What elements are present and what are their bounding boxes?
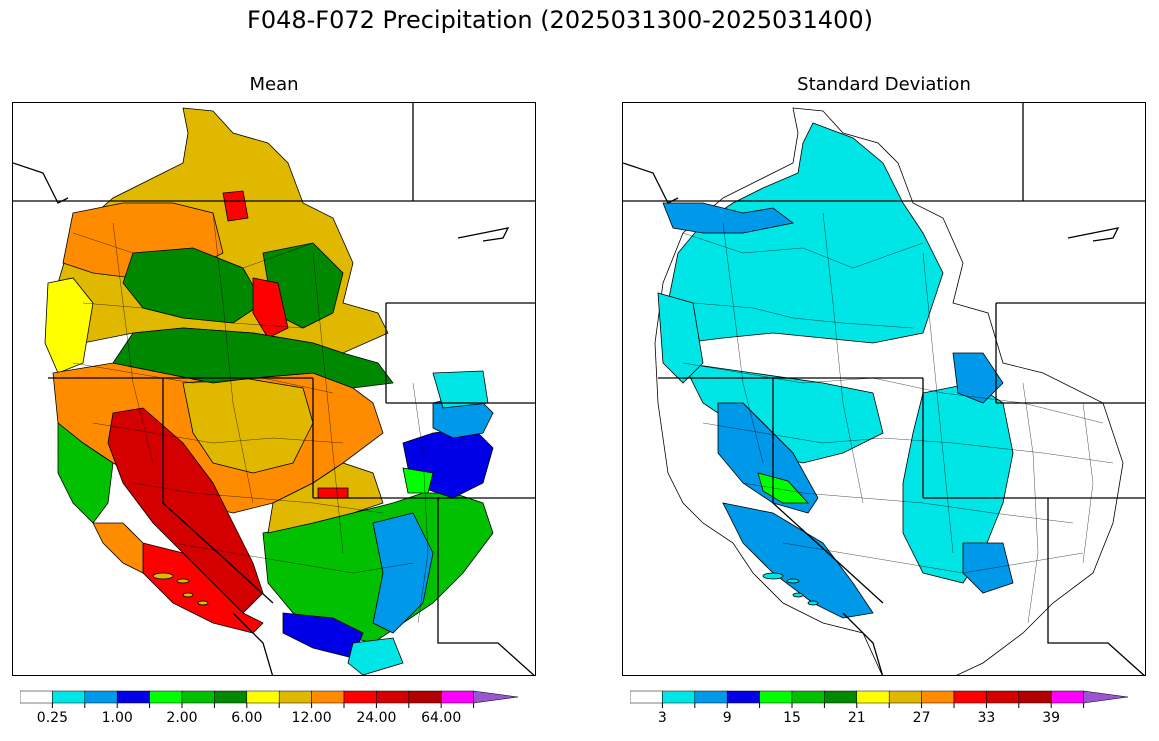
stddev-region-se-lightblue [962,542,1014,594]
stddev-panel-title: Standard Deviation [797,74,971,95]
stddev-boundaries [623,103,1145,675]
mean-colorbar-segment [181,690,215,704]
mean-colorbar-tick-label: 64.00 [421,710,462,726]
mean-region-socal-red [142,542,264,634]
stddev-colorbar-tick-label: 9 [722,710,732,726]
stddev-colorbar-segment [888,690,922,704]
mean-region-red-nw [222,190,249,222]
mean-boundaries [13,103,535,675]
mean-colorbar-segment [473,690,519,704]
mean-region-sierra-red [107,407,264,614]
stddev-colorbar-segment [726,690,760,704]
stddev-colorbar-tick-label: 27 [912,710,931,726]
mean-colorbar-segment [84,690,118,704]
mean-region-green-central [112,327,394,389]
stddev-colorbar-segment [759,690,793,704]
stddev-colorbar-segment [1050,690,1084,704]
mean-region-coast-green [57,422,114,524]
mean-panel-title: Mean [249,74,299,95]
stddev-colorbar-segment [921,690,955,704]
stddev-colorbar-tick-label: 3 [657,710,667,726]
stddev-region-coast-cyan [657,292,704,384]
stddev-region-east-blue [952,352,1004,404]
mean-colorbar-tick-label: 12.00 [291,710,332,726]
mean-region-coast-yellow [44,277,94,374]
mean-colorbar-segment [116,690,150,704]
mean-colorbar-segment [246,690,280,704]
mean-colorbar-tick-label: 6.00 [231,710,263,726]
mean-fill [44,107,494,675]
stddev-colorbar-segment [953,690,987,704]
mean-basin-lines [72,212,429,624]
mean-region-lightblue-se [372,512,434,634]
mean-colorbar-tick-label: 24.00 [356,710,397,726]
mean-region-red-ne [252,277,289,339]
stddev-colorbar-tick-label: 33 [977,710,996,726]
stddev-colorbar: 3 9 15 21 27 33 39 [629,690,1150,735]
mean-colorbar-segment [214,690,248,704]
stddev-colorbar-segment [629,690,663,704]
mean-colorbar-tick-label: 0.25 [36,710,68,726]
stddev-region-sierra-lightblue [717,402,819,514]
stddev-colorbar-segment [856,690,890,704]
stddev-region-socal-blue [722,502,874,619]
stddev-colorbar-segment [986,690,1020,704]
mean-colorbar-tick-label: 2.00 [166,710,198,726]
mean-map [12,102,536,676]
mean-region-red-e [317,487,349,499]
stddev-colorbar-tick-label: 15 [783,710,801,726]
mean-islands [152,572,209,606]
stddev-colorbar-bar [629,690,1129,708]
stddev-region-nw-blue [662,202,794,234]
mean-colorbar-segment [376,690,410,704]
mean-colorbar-segment [440,690,474,704]
mean-region-coast-orange [92,522,144,574]
mean-region-green-far-se [402,467,434,494]
mean-region-cyan-s [347,637,404,675]
stddev-colorbar-segment [694,690,728,704]
stddev-fill [654,107,1124,675]
stddev-colorbar-segment [791,690,825,704]
stddev-colorbar-tick-label: 39 [1042,710,1061,726]
mean-colorbar-segment [19,690,53,704]
mean-colorbar: 0.25 1.00 2.00 6.00 12.00 24.00 64.00 [19,690,540,735]
stddev-colorbar-segment [1018,690,1052,704]
stddev-map [622,102,1146,676]
mean-region-central-gold [182,377,314,474]
mean-colorbar-segment [343,690,377,704]
mean-colorbar-segment [311,690,345,704]
mean-colorbar-tick-label: 1.00 [101,710,133,726]
stddev-islands [762,572,819,606]
stddev-region-north-cyan [667,122,944,344]
figure-title: F048-F072 Precipitation (2025031300-2025… [247,6,873,34]
stddev-colorbar-segment [662,690,696,704]
stddev-colorbar-segment [1083,690,1129,704]
mean-colorbar-segment [149,690,183,704]
mean-colorbar-segment [278,690,312,704]
stddev-colorbar-tick-label: 21 [847,710,866,726]
mean-colorbar-segment [52,690,86,704]
mean-colorbar-segment [408,690,442,704]
stddev-region-green-patch [757,472,809,504]
stddev-colorbar-segment [824,690,858,704]
mean-colorbar-bar [19,690,519,708]
